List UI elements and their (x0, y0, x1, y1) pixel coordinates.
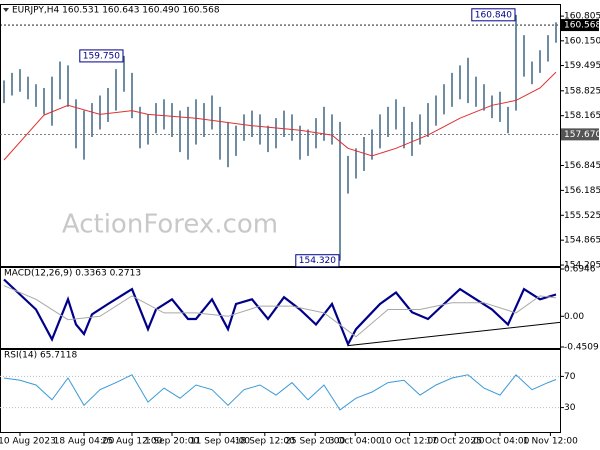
extreme-marker (79, 49, 124, 63)
symbol-icon (3, 8, 9, 12)
price-label-box (561, 128, 599, 141)
price-label: 160.568 (564, 21, 600, 31)
x-tick-label: 1 Sep 20:00 (145, 437, 200, 447)
y-tick-label: 160.805 (564, 12, 600, 22)
x-tick-label: 1 Nov 12:00 (523, 437, 578, 447)
x-tick-label: 25 Sep 20:00 (285, 437, 345, 447)
y-tick-label: 158.825 (564, 86, 600, 96)
x-tick-label: 10 Aug 2023 (0, 437, 56, 447)
y-tick-label: 159.495 (564, 61, 600, 71)
extreme-marker (295, 254, 340, 268)
extreme-label: 160.840 (475, 10, 512, 20)
y-tick-label: 156.185 (564, 186, 600, 196)
x-tick-label: 25 Oct 04:00 (471, 437, 530, 447)
extreme-label: 154.320 (299, 256, 336, 266)
y-tick-label: 30 (564, 403, 576, 413)
price-label-box (561, 19, 599, 32)
y-tick-label: 154.205 (564, 261, 600, 271)
y-tick-label: 0.6946 (564, 265, 596, 275)
x-tick-label: 18 Aug 04:00 (54, 437, 115, 447)
indicator-line (3, 71, 557, 161)
x-tick-label: 18 Sep 12:00 (235, 437, 295, 447)
panel-title: EURJPY,H4 160.531 160.643 160.490 160.56… (12, 6, 220, 16)
x-tick-label: 10 Oct 12:00 (380, 437, 439, 447)
price-label: 157.670 (564, 130, 600, 140)
y-tick-label: 70 (564, 372, 576, 382)
indicator-line (3, 285, 557, 338)
y-tick-label: 160.150 (564, 36, 600, 46)
x-tick-label: 3 Oct 04:00 (329, 437, 382, 447)
indicator-line (347, 321, 561, 347)
y-tick-label: 156.845 (564, 161, 600, 171)
watermark: ActionForex.com (62, 210, 278, 240)
extreme-marker (471, 8, 516, 22)
y-tick-label: 158.165 (564, 111, 600, 121)
panel-frame (0, 267, 561, 349)
extreme-label: 159.750 (83, 51, 120, 61)
indicator-line (3, 374, 557, 411)
panel-frame (0, 4, 561, 267)
x-tick-label: 17 Oct 20:00 (426, 437, 485, 447)
y-tick-label: 0.00 (564, 312, 584, 322)
y-tick-label: 154.865 (564, 236, 600, 246)
y-tick-label: -0.4509 (564, 343, 599, 353)
x-tick-label: 11 Sep 04:00 (190, 437, 250, 447)
y-tick-label: 155.525 (564, 211, 600, 221)
indicator-line (3, 278, 557, 347)
panel-title: MACD(12,26,9) 0.3363 0.2713 (4, 269, 141, 279)
x-tick-label: 25 Aug 12:00 (102, 437, 163, 447)
panel-frame (0, 349, 561, 433)
panel-title: RSI(14) 65.7118 (4, 351, 77, 361)
